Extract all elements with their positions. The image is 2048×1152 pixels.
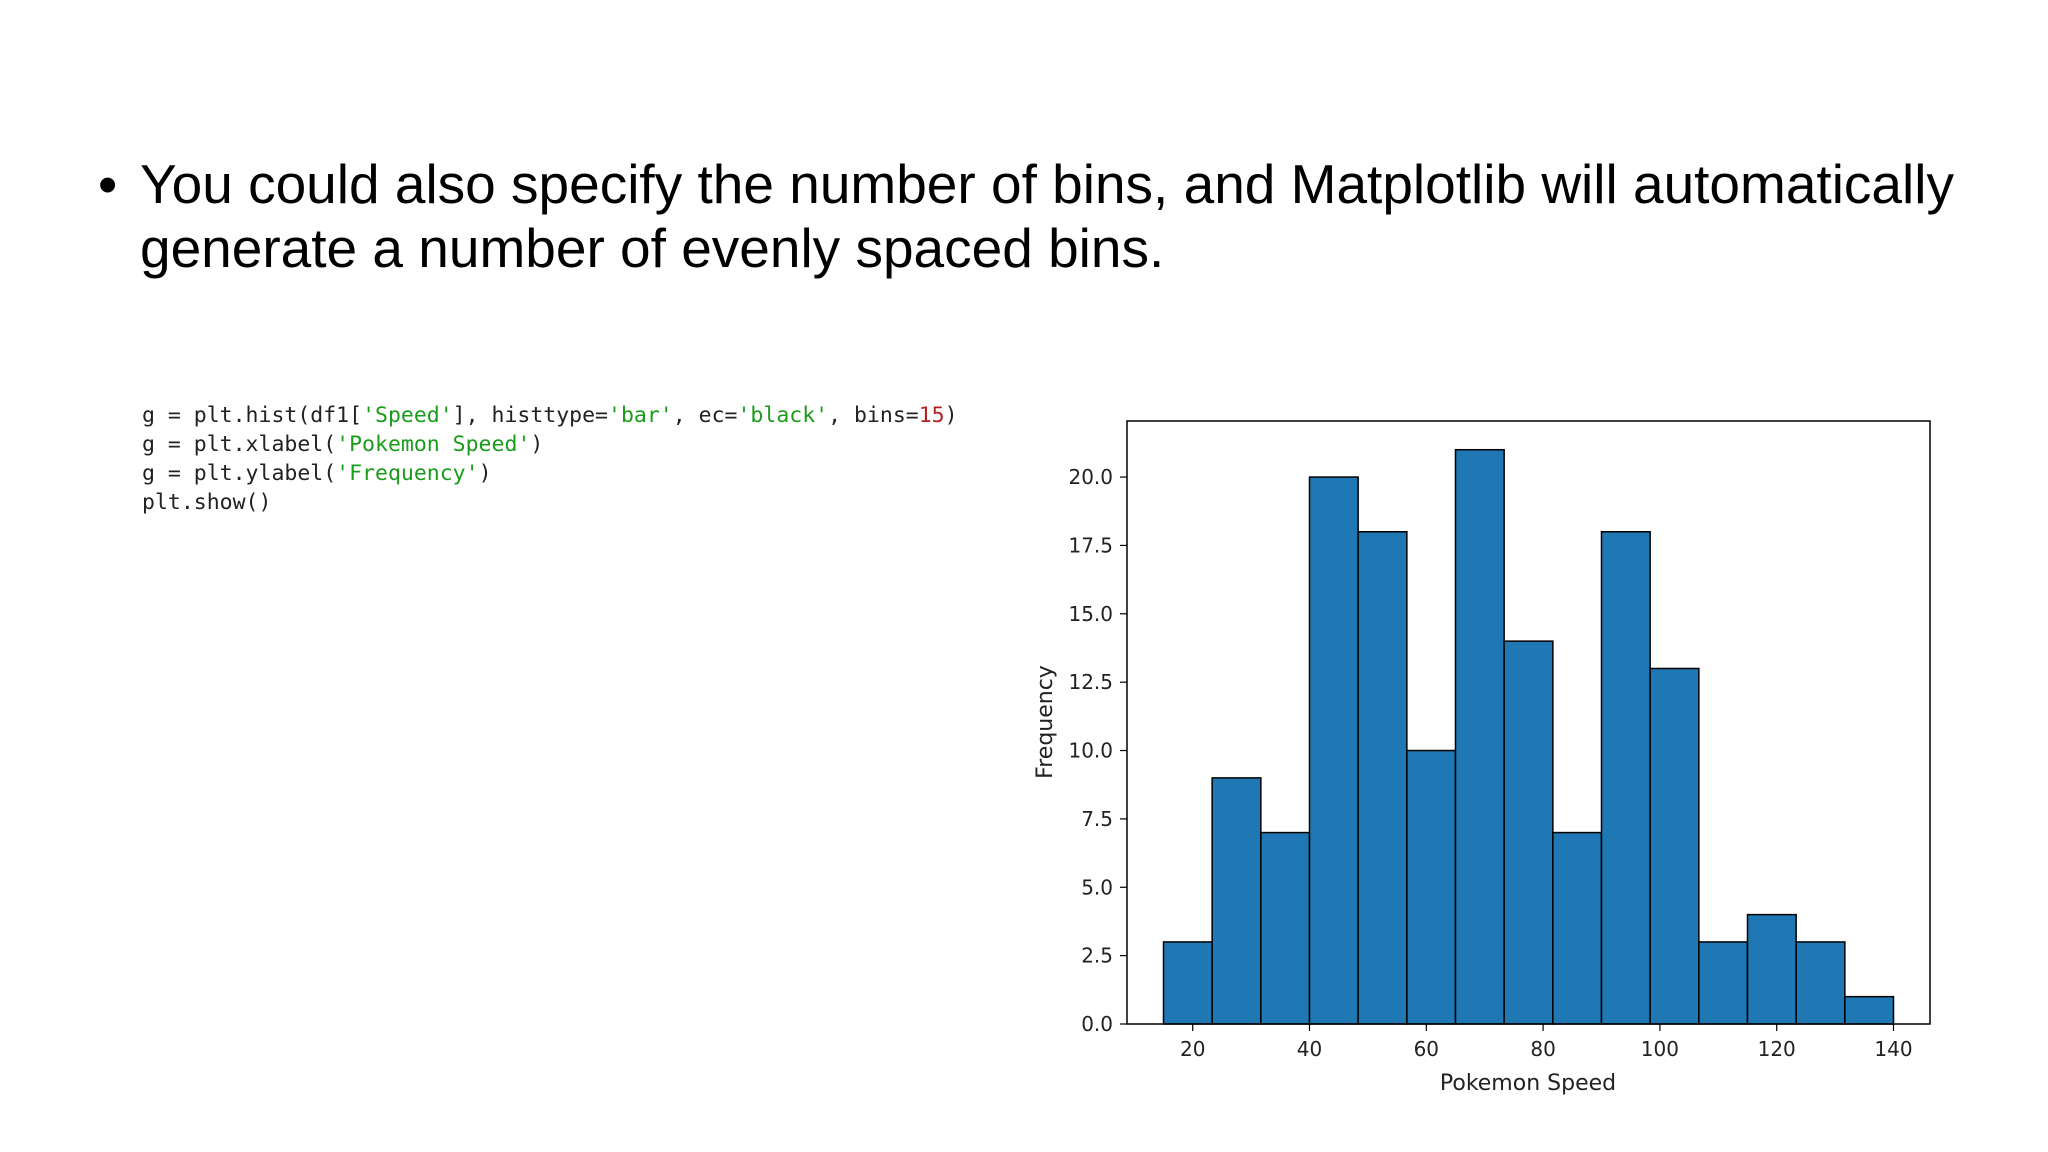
code-token: g = plt.hist(df1[ — [142, 403, 363, 428]
code-line-3: g = plt.ylabel('Frequency') — [142, 459, 958, 488]
code-string: 'Frequency' — [336, 461, 479, 486]
x-tick-label: 140 — [1874, 1037, 1912, 1061]
histogram-bar-9 — [1552, 831, 1603, 1025]
histogram-bar-5 — [1357, 531, 1408, 1025]
histogram-bar-1 — [1162, 941, 1213, 1025]
code-number: 15 — [918, 403, 945, 428]
code-token: , bins= — [828, 403, 919, 428]
code-block: g = plt.hist(df1['Speed'], histtype='bar… — [142, 401, 958, 517]
bullet-text: You could also specify the number of bin… — [140, 153, 1954, 279]
code-string: 'black' — [737, 403, 829, 428]
y-tick-label: 0.0 — [1081, 1012, 1113, 1036]
code-token: ) — [478, 461, 492, 486]
code-token: ) — [944, 403, 958, 428]
histogram-bar-3 — [1260, 831, 1311, 1025]
x-tick-label: 100 — [1641, 1037, 1679, 1061]
y-tick-label: 2.5 — [1081, 944, 1113, 968]
bullet-point: • You could also specify the number of b… — [98, 152, 1978, 280]
y-axis-label: Frequency — [1033, 665, 1058, 779]
y-ticks-group: 0.0 2.5 5.0 7.5 10.0 12.5 15.0 17.5 20.0 — [1068, 465, 1127, 1036]
x-axis-label: Pokemon Speed — [1440, 1071, 1616, 1096]
code-line-4: plt.show() — [142, 490, 272, 515]
code-string: 'Speed' — [362, 403, 453, 428]
histogram-bar-8 — [1503, 640, 1554, 1025]
histogram-bar-2 — [1211, 777, 1262, 1025]
histogram-bar-4 — [1308, 476, 1359, 1025]
code-token: g = plt.xlabel( — [142, 432, 337, 457]
histogram-bar-15 — [1844, 995, 1895, 1025]
histogram-bar-6 — [1406, 749, 1457, 1025]
histogram-bar-7 — [1454, 448, 1505, 1025]
y-tick-label: 15.0 — [1068, 602, 1113, 626]
code-token: g = plt.ylabel( — [142, 461, 337, 486]
code-token: ], histtype= — [452, 403, 609, 428]
x-tick-label: 20 — [1180, 1037, 1205, 1061]
histogram-bar-13 — [1746, 913, 1797, 1025]
code-token: ) — [530, 432, 544, 457]
y-tick-label: 5.0 — [1081, 875, 1113, 899]
y-tick-label: 17.5 — [1068, 533, 1113, 557]
code-line-2: g = plt.xlabel('Pokemon Speed') — [142, 430, 958, 459]
histogram-bar-11 — [1649, 667, 1700, 1025]
axes-frame — [1126, 420, 1931, 1025]
y-tick-label: 20.0 — [1068, 465, 1113, 489]
x-tick-label: 120 — [1758, 1037, 1796, 1061]
code-string: 'bar' — [608, 403, 673, 428]
x-tick-label: 80 — [1530, 1037, 1555, 1061]
y-tick-label: 12.5 — [1068, 670, 1113, 694]
code-string: 'Pokemon Speed' — [336, 432, 531, 457]
bars-group — [1162, 448, 1895, 1025]
code-token: , ec= — [672, 403, 738, 428]
x-tick-label: 60 — [1414, 1037, 1439, 1061]
histogram-chart: 20 40 60 80 100 120 140 0.0 2.5 5.0 7.5 10.0 12.5 15… — [1033, 420, 1931, 1096]
code-line-1: g = plt.hist(df1['Speed'], histtype='bar… — [142, 401, 958, 430]
histogram-bar-12 — [1698, 941, 1749, 1025]
y-tick-label: 7.5 — [1081, 807, 1113, 831]
histogram-bar-14 — [1795, 941, 1846, 1025]
x-tick-label: 40 — [1297, 1037, 1322, 1061]
y-tick-label: 10.0 — [1068, 739, 1113, 763]
bullet-dot-icon: • — [98, 153, 118, 215]
x-ticks-group: 20 40 60 80 100 120 140 — [1180, 1024, 1913, 1061]
histogram-bar-10 — [1600, 531, 1651, 1025]
